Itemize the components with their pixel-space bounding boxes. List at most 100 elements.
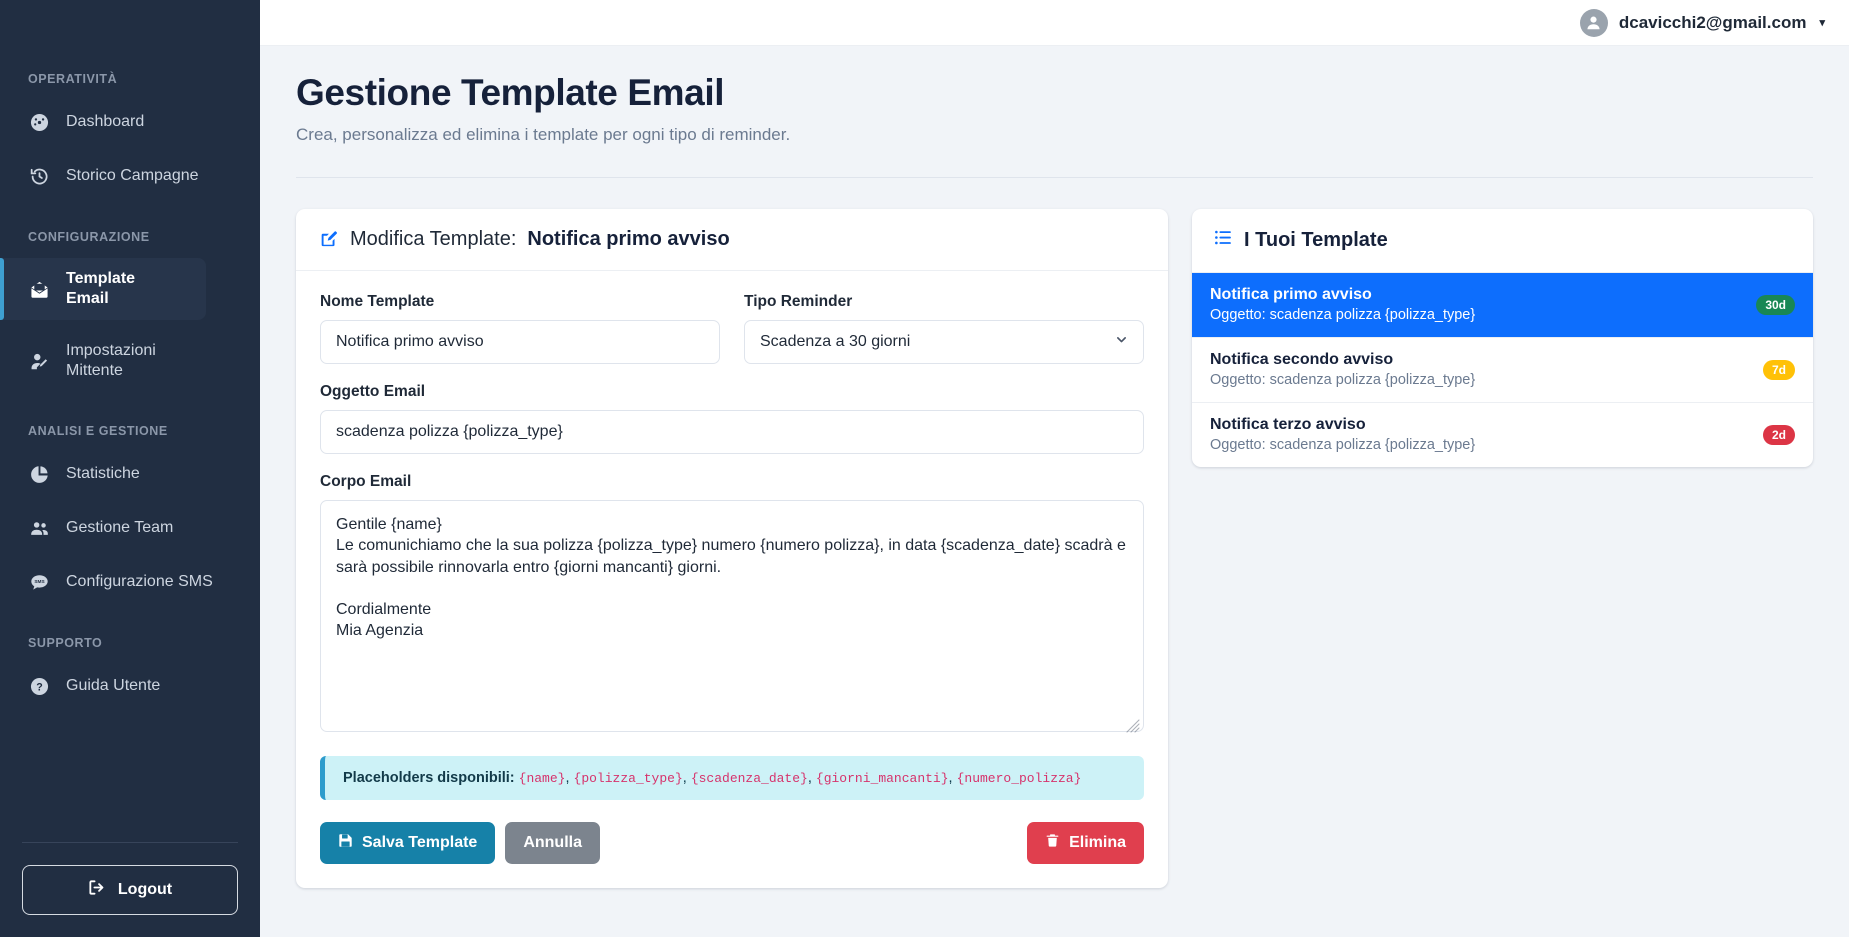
sidebar-item-guida-utente[interactable]: ? Guida Utente: [0, 664, 260, 708]
sidebar-item-statistiche[interactable]: Statistiche: [0, 452, 260, 496]
label-oggetto-email: Oggetto Email: [320, 383, 426, 400]
sidebar-item-dashboard[interactable]: Dashboard: [0, 100, 260, 144]
template-text-block: Notifica primo avviso Oggetto: scadenza …: [1210, 286, 1475, 323]
template-list-item-1[interactable]: Notifica primo avviso Oggetto: scadenza …: [1192, 273, 1813, 338]
editor-column: Modifica Template: Notifica primo avviso…: [296, 209, 1168, 888]
pie-chart-icon: [28, 463, 50, 485]
envelope-open-icon: [28, 278, 50, 300]
elimina-label: Elimina: [1069, 834, 1126, 851]
sidebar-divider: [22, 842, 238, 843]
editor-card: Modifica Template: Notifica primo avviso…: [296, 209, 1168, 888]
template-subject: Oggetto: scadenza polizza {polizza_type}: [1210, 437, 1476, 453]
user-edit-icon: [28, 350, 50, 372]
users-icon: [28, 517, 50, 539]
placeholder-token: {numero_polizza}: [956, 771, 1082, 786]
trash-icon: [1045, 833, 1060, 853]
annulla-label: Annulla: [523, 834, 582, 851]
templates-card-header: I Tuoi Template: [1192, 209, 1813, 273]
editor-card-body: Nome Template Tipo Reminder: [296, 271, 1168, 888]
template-subject: Oggetto: scadenza polizza {polizza_type}: [1210, 372, 1476, 388]
chevron-down-icon: ▾: [1819, 17, 1825, 29]
status-badge: 30d: [1756, 294, 1795, 315]
template-name: Notifica secondo avviso: [1210, 351, 1394, 368]
ph-sep: ,: [948, 770, 957, 786]
corpo-email-wrap: Gentile {name} Le comunichiamo che la su…: [320, 500, 1144, 737]
editor-card-header: Modifica Template: Notifica primo avviso: [296, 209, 1168, 271]
logout-button[interactable]: Logout: [22, 865, 238, 915]
placeholders-label: Placeholders disponibili:: [343, 770, 515, 786]
ph-sep: ,: [807, 770, 816, 786]
sidebar-item-configurazione-sms[interactable]: SMS Configurazione SMS: [0, 560, 260, 604]
sidebar-item-label: Gestione Team: [66, 519, 174, 536]
question-circle-icon: ?: [28, 675, 50, 697]
sidebar-item-label: Dashboard: [66, 113, 145, 130]
annulla-button[interactable]: Annulla: [505, 822, 600, 864]
sidebar-item-label: Guida Utente: [66, 677, 161, 694]
sidebar-section-label-supporto: SUPPORTO: [28, 636, 103, 650]
page-content: Gestione Template Email Crea, personaliz…: [260, 46, 1849, 937]
sidebar-section-label-analisi: ANALISI E GESTIONE: [28, 424, 168, 438]
status-badge: 7d: [1762, 359, 1795, 380]
sidebar-item-label: Statistiche: [66, 465, 140, 482]
page-title: Gestione Template Email: [296, 72, 725, 113]
user-menu[interactable]: dcavicchi2@gmail.com ▾: [1579, 8, 1825, 37]
sidebar-section-label-operativita: OPERATIVITÀ: [28, 72, 118, 86]
tipo-reminder-select[interactable]: [744, 320, 1144, 364]
page-divider: [296, 177, 1813, 178]
save-disk-icon: [338, 833, 353, 853]
template-name: Notifica primo avviso: [1210, 286, 1372, 303]
corpo-email-textarea[interactable]: Gentile {name} Le comunichiamo che la su…: [320, 500, 1144, 732]
sidebar-nav: OPERATIVITÀ Dashboard Storico Campagne C…: [0, 0, 260, 842]
field-tipo-reminder: Tipo Reminder: [744, 293, 1144, 364]
editor-header-prefix: Modifica Template:: [350, 228, 517, 250]
elimina-button[interactable]: Elimina: [1027, 822, 1144, 864]
template-subject: Oggetto: scadenza polizza {polizza_type}: [1210, 307, 1476, 323]
sidebar: OPERATIVITÀ Dashboard Storico Campagne C…: [0, 0, 260, 937]
edit-pencil-icon: [320, 230, 339, 249]
template-name: Notifica terzo avviso: [1210, 416, 1366, 433]
sidebar-item-label: Template Email: [66, 270, 136, 307]
editor-actions: Salva Template Annulla Elimina: [320, 822, 1144, 864]
placeholder-token: {name}: [518, 771, 566, 786]
templates-column: I Tuoi Template Notifica primo avviso Og…: [1192, 209, 1813, 467]
editor-row-name-type: Nome Template Tipo Reminder: [320, 293, 1144, 383]
avatar: [1579, 8, 1608, 37]
history-icon: [28, 165, 50, 187]
svg-text:SMS: SMS: [34, 579, 44, 585]
sidebar-footer: Logout: [0, 842, 260, 937]
salva-template-label: Salva Template: [362, 834, 478, 851]
ph-sep: ,: [682, 770, 691, 786]
columns: Modifica Template: Notifica primo avviso…: [296, 209, 1813, 888]
ph-sep: ,: [565, 770, 574, 786]
placeholders-info-bar: Placeholders disponibili: {name}, {poliz…: [320, 756, 1144, 800]
nome-template-input[interactable]: [320, 320, 720, 364]
sidebar-item-label: Impostazioni Mittente: [66, 342, 156, 379]
list-icon: [1214, 228, 1233, 253]
field-oggetto-email: Oggetto Email: [320, 383, 1144, 454]
placeholder-token: {polizza_type}: [573, 771, 683, 786]
sms-bubble-icon: SMS: [28, 571, 50, 593]
template-text-block: Notifica secondo avviso Oggetto: scadenz…: [1210, 351, 1475, 388]
templates-title: I Tuoi Template: [1244, 229, 1388, 251]
field-corpo-email: Corpo Email Gentile {name} Le comunichia…: [320, 473, 1144, 737]
user-email: dcavicchi2@gmail.com: [1618, 12, 1807, 32]
template-list-item-3[interactable]: Notifica terzo avviso Oggetto: scadenza …: [1192, 403, 1813, 467]
oggetto-email-input[interactable]: [320, 410, 1144, 454]
sidebar-item-storico-campagne[interactable]: Storico Campagne: [0, 154, 260, 198]
tipo-reminder-select-wrap: [744, 320, 1144, 364]
template-text-block: Notifica terzo avviso Oggetto: scadenza …: [1210, 416, 1475, 453]
sidebar-item-label: Configurazione SMS: [66, 573, 213, 590]
status-badge: 2d: [1762, 424, 1795, 445]
topbar: dcavicchi2@gmail.com ▾: [260, 0, 1849, 46]
sidebar-item-gestione-team[interactable]: Gestione Team: [0, 506, 260, 550]
sidebar-section-label-configurazione: CONFIGURAZIONE: [28, 230, 150, 244]
salva-template-button[interactable]: Salva Template: [320, 822, 496, 864]
editor-header-template-name: Notifica primo avviso: [527, 228, 730, 250]
logout-label: Logout: [117, 881, 173, 898]
sidebar-item-template-email[interactable]: Template Email: [0, 258, 206, 320]
template-list-item-2[interactable]: Notifica secondo avviso Oggetto: scadenz…: [1192, 338, 1813, 403]
sidebar-item-impostazioni-mittente[interactable]: Impostazioni Mittente: [0, 330, 260, 392]
sidebar-item-label: Storico Campagne: [66, 167, 199, 184]
placeholder-token: {scadenza_date}: [690, 771, 808, 786]
